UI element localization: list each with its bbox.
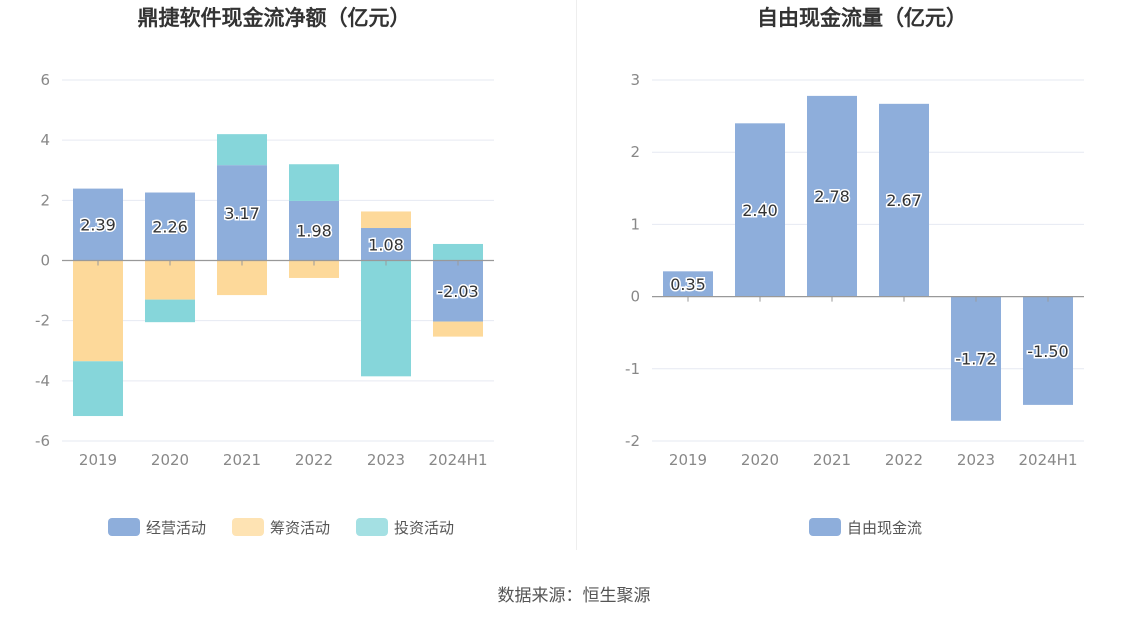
y-tick-label: -2 — [35, 312, 50, 330]
y-tick-label: 0 — [40, 252, 50, 270]
freecash-chart: 3 2 1 0 -1 -2 2019 2020 2021 2022 2023 2024H1 0.35 2.… — [625, 71, 1084, 537]
data-source: 数据来源：恒生聚源 — [497, 586, 651, 606]
x-tick-label: 2020 — [741, 451, 779, 469]
bar — [807, 95, 857, 297]
bar — [433, 321, 483, 337]
x-tick-label: 2019 — [669, 451, 707, 469]
x-tick-label: 2021 — [813, 451, 851, 469]
x-tick-label: 2021 — [223, 451, 261, 469]
y-tick-label: -6 — [35, 432, 50, 450]
y-tick-label: 3 — [630, 71, 640, 89]
bar — [217, 260, 267, 296]
bar — [361, 260, 411, 377]
data-label: 0.35 — [670, 275, 706, 294]
bar — [951, 296, 1001, 421]
data-label: 2.78 — [814, 187, 850, 206]
bar — [433, 243, 483, 261]
bar — [73, 361, 123, 417]
legend-swatch[interactable] — [356, 518, 388, 536]
x-tick-label: 2022 — [295, 451, 333, 469]
data-label: -1.50 — [1027, 342, 1068, 361]
x-tick-label: 2024H1 — [429, 451, 488, 469]
cashflow-chart: 6 4 2 0 -2 -4 -6 2019 2020 2021 2022 2023 2024H1 2.39… — [35, 71, 494, 537]
bar — [73, 260, 123, 362]
x-tick-label: 2023 — [367, 451, 405, 469]
legend-label[interactable]: 投资活动 — [394, 519, 454, 537]
chart2-title: 自由现金流量（亿元） — [757, 6, 967, 30]
data-label: 1.98 — [296, 222, 332, 241]
bar — [217, 165, 267, 261]
data-label: 2.40 — [742, 201, 778, 220]
bar — [663, 271, 713, 297]
data-label: -2.03 — [437, 282, 478, 301]
bar — [289, 260, 339, 278]
y-tick-label: 4 — [40, 131, 50, 149]
data-label: 3.17 — [224, 204, 260, 223]
legend-swatch[interactable] — [108, 518, 140, 536]
legend-label[interactable]: 筹资活动 — [270, 519, 330, 537]
data-label: -1.72 — [955, 350, 996, 369]
chart1-title: 鼎捷软件现金流净额（亿元） — [138, 6, 411, 30]
x-tick-label: 2019 — [79, 451, 117, 469]
legend-label[interactable]: 自由现金流 — [847, 519, 922, 537]
bar — [361, 228, 411, 261]
x-tick-label: 2023 — [957, 451, 995, 469]
bar — [145, 260, 195, 300]
data-label: 2.26 — [152, 218, 188, 237]
data-label: 1.08 — [368, 235, 404, 254]
x-tick-label: 2022 — [885, 451, 923, 469]
y-tick-label: -2 — [625, 432, 640, 450]
y-tick-label: -4 — [35, 372, 50, 390]
bar — [289, 200, 339, 261]
y-tick-label: 2 — [40, 191, 50, 209]
x-tick-label: 2020 — [151, 451, 189, 469]
bar — [361, 211, 411, 229]
bar — [879, 103, 929, 297]
charts-canvas: 鼎捷软件现金流净额（亿元） 自由现金流量（亿元） 6 4 2 0 -2 -4 -6 2019 2… — [35, 6, 1084, 537]
legend-swatch[interactable] — [809, 518, 841, 536]
bar — [1023, 296, 1073, 405]
bar — [145, 192, 195, 261]
bar — [217, 134, 267, 166]
bar — [145, 299, 195, 323]
chart-divider — [576, 0, 577, 550]
y-tick-label: 1 — [630, 215, 640, 233]
y-tick-label: -1 — [625, 360, 640, 378]
data-label: 2.39 — [80, 216, 116, 235]
data-label: 2.67 — [886, 191, 922, 210]
y-tick-label: 2 — [630, 143, 640, 161]
legend-label[interactable]: 经营活动 — [146, 519, 206, 537]
x-tick-label: 2024H1 — [1019, 451, 1078, 469]
bar — [73, 188, 123, 261]
bar — [433, 260, 483, 322]
y-tick-label: 6 — [40, 71, 50, 89]
bar — [735, 123, 785, 297]
legend-swatch[interactable] — [232, 518, 264, 536]
bar — [289, 164, 339, 201]
y-tick-label: 0 — [630, 288, 640, 306]
